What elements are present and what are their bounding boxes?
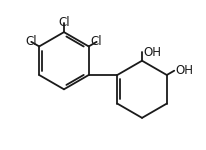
Text: Cl: Cl	[58, 16, 70, 30]
Text: OH: OH	[175, 64, 193, 77]
Text: Cl: Cl	[26, 35, 37, 48]
Text: Cl: Cl	[91, 35, 102, 48]
Text: OH: OH	[143, 46, 161, 59]
